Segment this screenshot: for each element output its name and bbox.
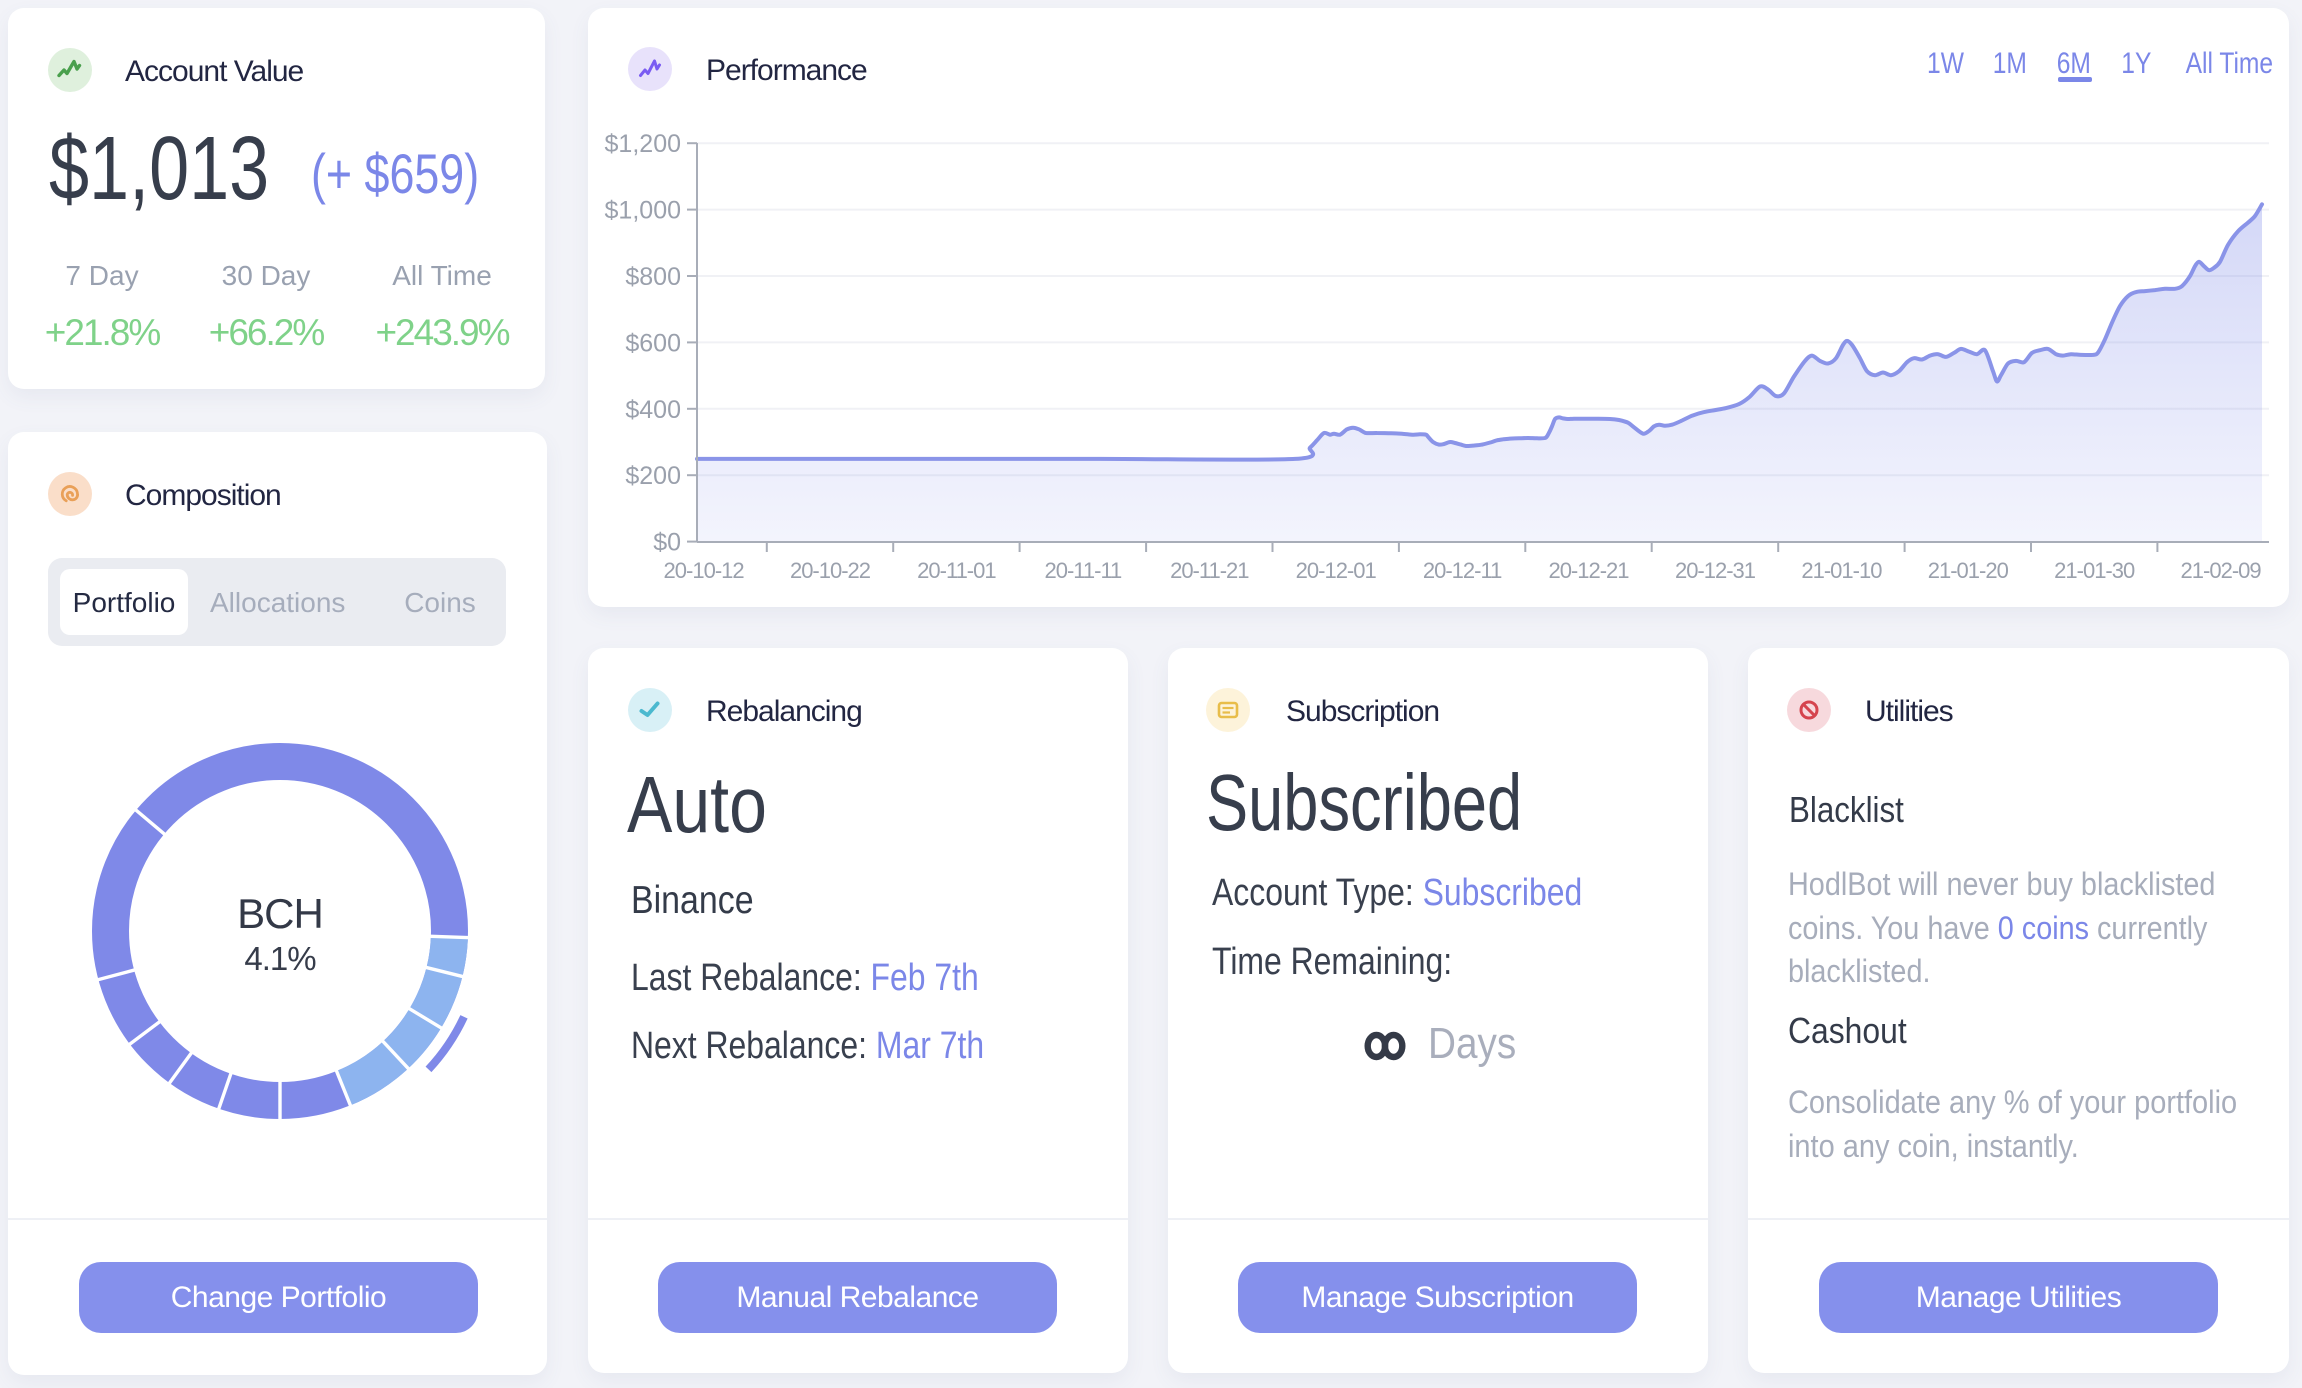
svg-text:20-11-01: 20-11-01 — [917, 558, 996, 583]
svg-text:20-10-12: 20-10-12 — [664, 558, 745, 583]
svg-text:20-12-11: 20-12-11 — [1423, 558, 1502, 583]
svg-text:$1,200: $1,200 — [605, 130, 681, 158]
svg-text:21-01-20: 21-01-20 — [1928, 558, 2009, 583]
svg-text:$200: $200 — [625, 462, 681, 490]
svg-text:21-01-10: 21-01-10 — [1801, 558, 1882, 583]
svg-text:$0: $0 — [653, 529, 681, 557]
svg-text:$600: $600 — [625, 329, 681, 357]
svg-text:20-12-31: 20-12-31 — [1675, 558, 1756, 583]
svg-text:$1,000: $1,000 — [605, 197, 681, 225]
svg-text:20-12-21: 20-12-21 — [1548, 558, 1629, 583]
svg-text:$800: $800 — [625, 263, 681, 291]
svg-text:20-10-22: 20-10-22 — [790, 558, 871, 583]
svg-text:21-02-09: 21-02-09 — [2181, 558, 2262, 583]
svg-text:$400: $400 — [625, 396, 681, 424]
svg-text:21-01-30: 21-01-30 — [2054, 558, 2135, 583]
svg-text:20-11-11: 20-11-11 — [1044, 558, 1122, 583]
svg-text:20-12-01: 20-12-01 — [1296, 558, 1377, 583]
svg-text:20-11-21: 20-11-21 — [1170, 558, 1249, 583]
